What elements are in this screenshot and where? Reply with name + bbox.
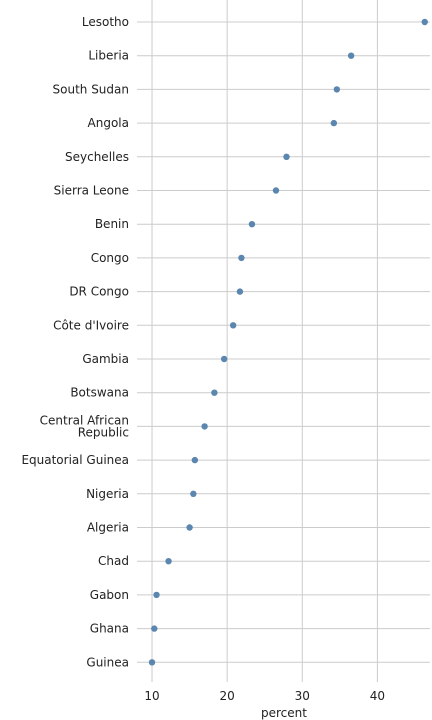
- category-label: Ghana: [90, 622, 129, 636]
- category-label: Botswana: [70, 386, 129, 400]
- data-point: [186, 524, 193, 531]
- category-label: DR Congo: [69, 285, 129, 299]
- data-point: [165, 558, 172, 565]
- category-label: Gabon: [90, 588, 129, 602]
- data-point: [236, 288, 244, 295]
- category-label: Côte d'Ivoire: [53, 318, 129, 332]
- category-label: Equatorial Guinea: [21, 453, 129, 467]
- data-point: [229, 322, 237, 329]
- data-point: [190, 490, 197, 497]
- category-label: Liberia: [88, 49, 129, 63]
- x-tick-label: 40: [370, 689, 385, 703]
- category-label: Benin: [95, 217, 129, 231]
- category-label: South Sudan: [53, 82, 130, 96]
- category-label-line: Republic: [78, 425, 129, 439]
- category-label: Chad: [98, 554, 129, 568]
- data-point: [153, 591, 160, 599]
- x-axis-ticks: 10 20 30 40: [144, 689, 385, 703]
- category-label: Algeria: [87, 521, 129, 535]
- data-point: [333, 86, 341, 93]
- category-label: Seychelles: [65, 150, 129, 164]
- category-label-line: Central African: [40, 413, 129, 427]
- data-points: [148, 18, 428, 666]
- data-point: [272, 187, 280, 194]
- x-axis-title: percent: [261, 706, 307, 720]
- category-label: Central African Republic: [40, 413, 129, 439]
- data-point: [148, 659, 156, 666]
- category-label: Sierra Leone: [54, 184, 129, 198]
- category-label: Gambia: [82, 352, 129, 366]
- category-label: Lesotho: [82, 15, 129, 29]
- data-point: [238, 254, 245, 262]
- category-label: Angola: [88, 116, 129, 130]
- grid-layer: [137, 0, 430, 682]
- data-point: [220, 355, 228, 363]
- data-point: [283, 153, 290, 160]
- category-label: Congo: [91, 251, 129, 265]
- x-tick-label: 10: [144, 689, 159, 703]
- data-point: [211, 389, 218, 396]
- data-point: [421, 18, 428, 26]
- data-point: [347, 52, 355, 59]
- x-tick-label: 20: [220, 689, 235, 703]
- data-point: [151, 625, 158, 632]
- data-point: [330, 119, 338, 127]
- category-labels: Lesotho Liberia South Sudan Angola Seychelle…: [21, 15, 129, 669]
- data-point: [191, 456, 199, 464]
- x-tick-label: 30: [295, 689, 310, 703]
- category-label: Guinea: [86, 655, 129, 669]
- data-point: [201, 423, 208, 430]
- data-point: [248, 221, 256, 228]
- category-label: Nigeria: [86, 487, 129, 501]
